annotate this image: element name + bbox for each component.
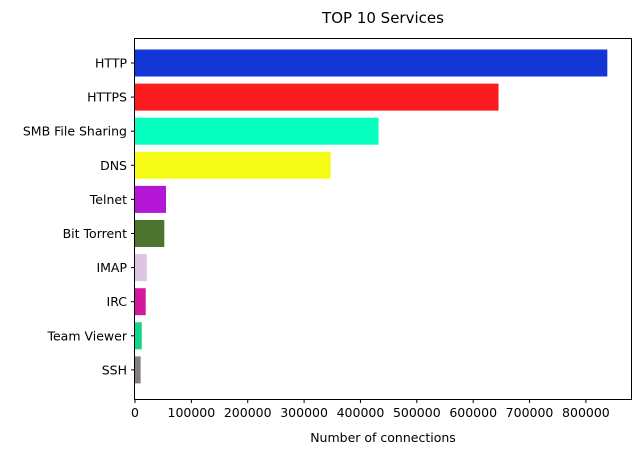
x-tick-label-300000: 300000: [280, 405, 328, 420]
x-tick-label-100000: 100000: [168, 405, 216, 420]
y-tick-label-http: HTTP: [95, 56, 127, 71]
y-tick-label-smb-file-sharing: SMB File Sharing: [23, 124, 127, 139]
bar-ssh: [135, 356, 141, 384]
x-tick-label-0: 0: [131, 405, 139, 420]
y-tick-label-imap: IMAP: [96, 260, 127, 275]
y-tick-label-https: HTTPS: [87, 90, 127, 105]
x-tick-label-500000: 500000: [393, 405, 441, 420]
y-tick-label-team-viewer: Team Viewer: [46, 328, 127, 343]
bar-imap: [135, 254, 147, 282]
plot-frame: [134, 38, 632, 400]
x-tick-label-800000: 800000: [562, 405, 610, 420]
bar-bit-torrent: [135, 220, 165, 247]
x-tick-label-600000: 600000: [449, 405, 497, 420]
y-tick-label-telnet: Telnet: [89, 192, 127, 207]
bars-group: [135, 49, 608, 384]
y-tick-label-bit-torrent: Bit Torrent: [63, 226, 127, 241]
chart-title: TOP 10 Services: [321, 9, 444, 27]
y-axis: HTTP HTTPS SMB File Sharing DNS Telnet Bit To…: [23, 56, 135, 377]
y-tick-label-irc: IRC: [107, 294, 128, 309]
bar-team-viewer: [135, 322, 142, 350]
x-axis-label: Number of connections: [310, 430, 456, 445]
x-tick-label-200000: 200000: [224, 405, 272, 420]
x-axis: 0 100000 200000 300000 400000 500000 600000 700…: [131, 399, 610, 420]
bar-https: [135, 83, 499, 111]
bar-smb-file-sharing: [135, 117, 379, 145]
bar-http: [135, 49, 608, 77]
bar-telnet: [135, 185, 166, 213]
bar-irc: [135, 288, 146, 316]
bar-dns: [135, 151, 331, 179]
x-tick-label-700000: 700000: [506, 405, 554, 420]
y-tick-label-ssh: SSH: [102, 362, 127, 377]
x-tick-label-400000: 400000: [337, 405, 385, 420]
y-tick-label-dns: DNS: [100, 158, 127, 173]
